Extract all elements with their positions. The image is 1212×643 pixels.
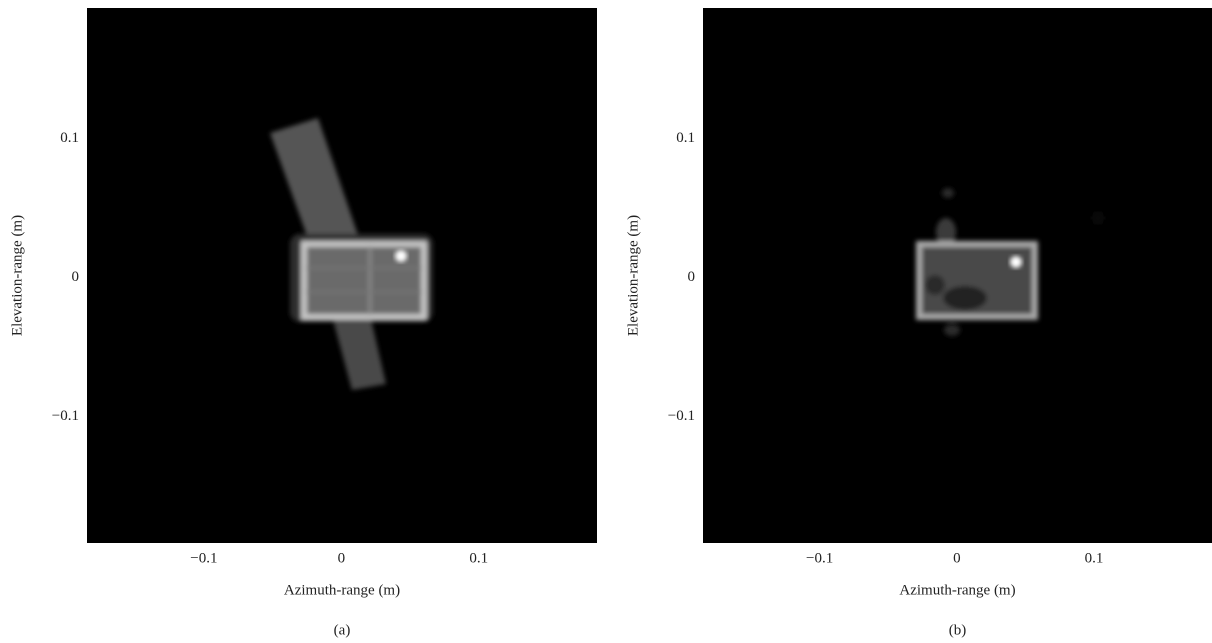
x-tick-label: 0.1 [1085, 550, 1104, 566]
x-axis-label: Azimuth-range (m) [899, 582, 1015, 598]
y-axis-label: Elevation-range (m) [625, 215, 641, 336]
y-tick-label: 0 [688, 269, 696, 285]
x-tick-label: −0.1 [806, 550, 833, 566]
y-tick-label: −0.1 [668, 408, 695, 424]
x-tick-label: 0 [953, 550, 961, 566]
caption: (a) [334, 622, 351, 638]
x-axis-label: Azimuth-range (m) [284, 582, 400, 598]
caption: (b) [949, 622, 967, 638]
y-tick-label: 0.1 [60, 130, 79, 146]
y-tick-label: 0.1 [676, 130, 695, 146]
y-tick-label: −0.1 [52, 408, 79, 424]
x-tick-label: 0.1 [469, 550, 488, 566]
image-a [87, 8, 597, 543]
y-tick-label: 0 [72, 269, 80, 285]
x-tick-label: 0 [338, 550, 346, 566]
image-b [703, 8, 1212, 543]
x-tick-label: −0.1 [190, 550, 217, 566]
page: −0.1 0 0.1 −0.1 0 0.1 Azimuth-range (m) Elevati… [0, 0, 1212, 643]
y-axis-label: Elevation-range (m) [9, 215, 25, 336]
figure: −0.1 0 0.1 −0.1 0 0.1 Azimuth-range (m) Elevati… [0, 0, 1212, 643]
